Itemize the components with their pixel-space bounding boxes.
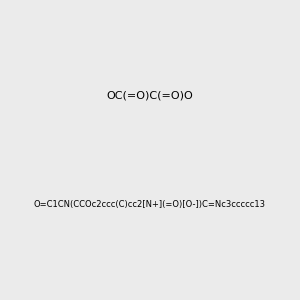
Text: OC(=O)C(=O)O: OC(=O)C(=O)O (106, 91, 194, 101)
Text: O=C1CN(CCOc2ccc(C)cc2[N+](=O)[O-])C=Nc3ccccc13: O=C1CN(CCOc2ccc(C)cc2[N+](=O)[O-])C=Nc3c… (34, 200, 266, 208)
